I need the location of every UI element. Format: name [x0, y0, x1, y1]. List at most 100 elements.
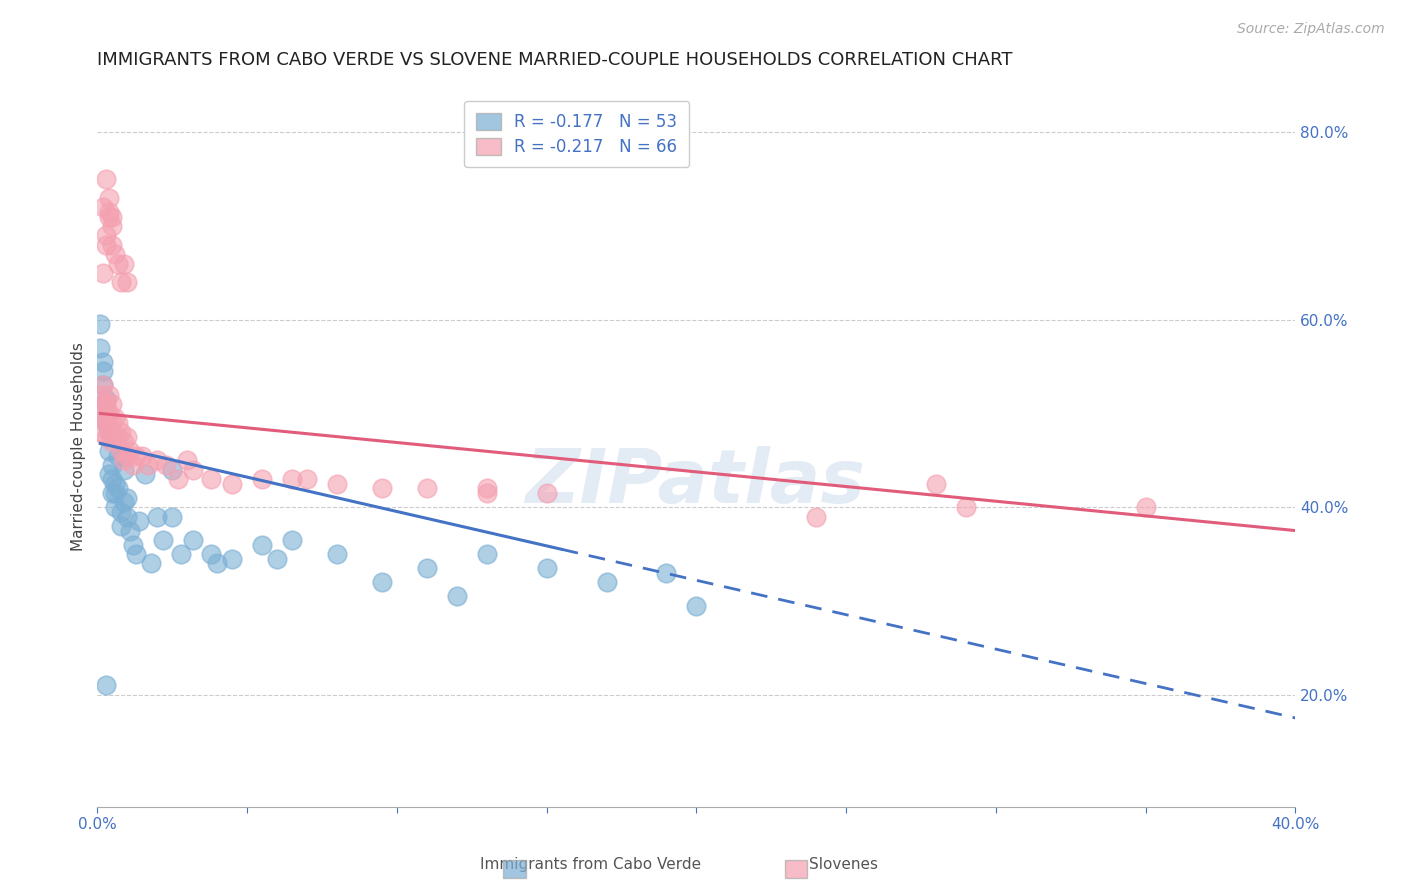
Point — [101, 486, 124, 500]
Point — [120, 444, 142, 458]
Point — [475, 486, 498, 500]
Point — [98, 388, 121, 402]
Point — [89, 388, 111, 402]
Point — [104, 486, 127, 500]
Point — [122, 458, 145, 472]
Point — [146, 509, 169, 524]
Point — [112, 256, 135, 270]
Point — [416, 482, 439, 496]
Point — [101, 434, 124, 449]
Point — [98, 467, 121, 482]
Point — [221, 476, 243, 491]
Point — [125, 449, 148, 463]
Point — [250, 472, 273, 486]
Point — [101, 210, 124, 224]
Point — [112, 434, 135, 449]
Y-axis label: Married-couple Households: Married-couple Households — [72, 342, 86, 550]
Point — [96, 397, 118, 411]
Text: Slovenes: Slovenes — [808, 857, 879, 872]
Point — [117, 449, 139, 463]
Point — [266, 551, 288, 566]
Point — [101, 458, 124, 472]
Point — [160, 509, 183, 524]
Point — [167, 472, 190, 486]
Point — [89, 341, 111, 355]
Point — [104, 500, 127, 515]
Point — [125, 547, 148, 561]
Point — [117, 430, 139, 444]
Point — [96, 407, 118, 421]
Point — [101, 237, 124, 252]
Point — [89, 425, 111, 440]
Point — [155, 458, 177, 472]
Point — [93, 411, 115, 425]
Point — [131, 449, 153, 463]
Point — [326, 547, 349, 561]
Point — [141, 557, 163, 571]
Point — [134, 467, 156, 482]
Point — [446, 589, 468, 603]
Point — [101, 219, 124, 233]
Point — [536, 561, 558, 575]
Point — [93, 378, 115, 392]
Point — [176, 453, 198, 467]
Point — [93, 200, 115, 214]
Point — [98, 425, 121, 440]
Point — [110, 425, 132, 440]
Point — [536, 486, 558, 500]
Point — [96, 237, 118, 252]
Point — [295, 472, 318, 486]
Point — [110, 275, 132, 289]
Point — [96, 416, 118, 430]
Point — [104, 411, 127, 425]
Point — [110, 519, 132, 533]
Point — [205, 557, 228, 571]
Point — [136, 458, 159, 472]
Point — [281, 533, 304, 547]
Point — [1135, 500, 1157, 515]
Point — [110, 505, 132, 519]
Point — [181, 463, 204, 477]
Point — [117, 275, 139, 289]
Point — [96, 172, 118, 186]
Point — [120, 524, 142, 538]
Point — [655, 566, 678, 580]
Point — [98, 425, 121, 440]
Text: IMMIGRANTS FROM CABO VERDE VS SLOVENE MARRIED-COUPLE HOUSEHOLDS CORRELATION CHAR: IMMIGRANTS FROM CABO VERDE VS SLOVENE MA… — [97, 51, 1012, 69]
Point — [112, 495, 135, 509]
Point — [281, 472, 304, 486]
Point — [221, 551, 243, 566]
Point — [122, 538, 145, 552]
Point — [371, 482, 394, 496]
Point — [98, 407, 121, 421]
Point — [96, 392, 118, 407]
Point — [107, 430, 129, 444]
Text: ZIPatlas: ZIPatlas — [526, 446, 866, 519]
Point — [326, 476, 349, 491]
Point — [93, 397, 115, 411]
Point — [160, 463, 183, 477]
Point — [89, 407, 111, 421]
Point — [925, 476, 948, 491]
Point — [806, 509, 828, 524]
Point — [170, 547, 193, 561]
Point — [107, 449, 129, 463]
Point — [200, 547, 222, 561]
Point — [93, 266, 115, 280]
Point — [475, 547, 498, 561]
Point — [117, 491, 139, 505]
Point — [98, 205, 121, 219]
Point — [101, 472, 124, 486]
Point — [107, 482, 129, 496]
Point — [181, 533, 204, 547]
Point — [98, 210, 121, 224]
Point — [96, 678, 118, 692]
Point — [104, 247, 127, 261]
Point — [101, 397, 124, 411]
Point — [595, 575, 617, 590]
Point — [475, 482, 498, 496]
Point — [104, 430, 127, 444]
Point — [98, 444, 121, 458]
Point — [96, 228, 118, 243]
Text: Immigrants from Cabo Verde: Immigrants from Cabo Verde — [479, 857, 702, 872]
